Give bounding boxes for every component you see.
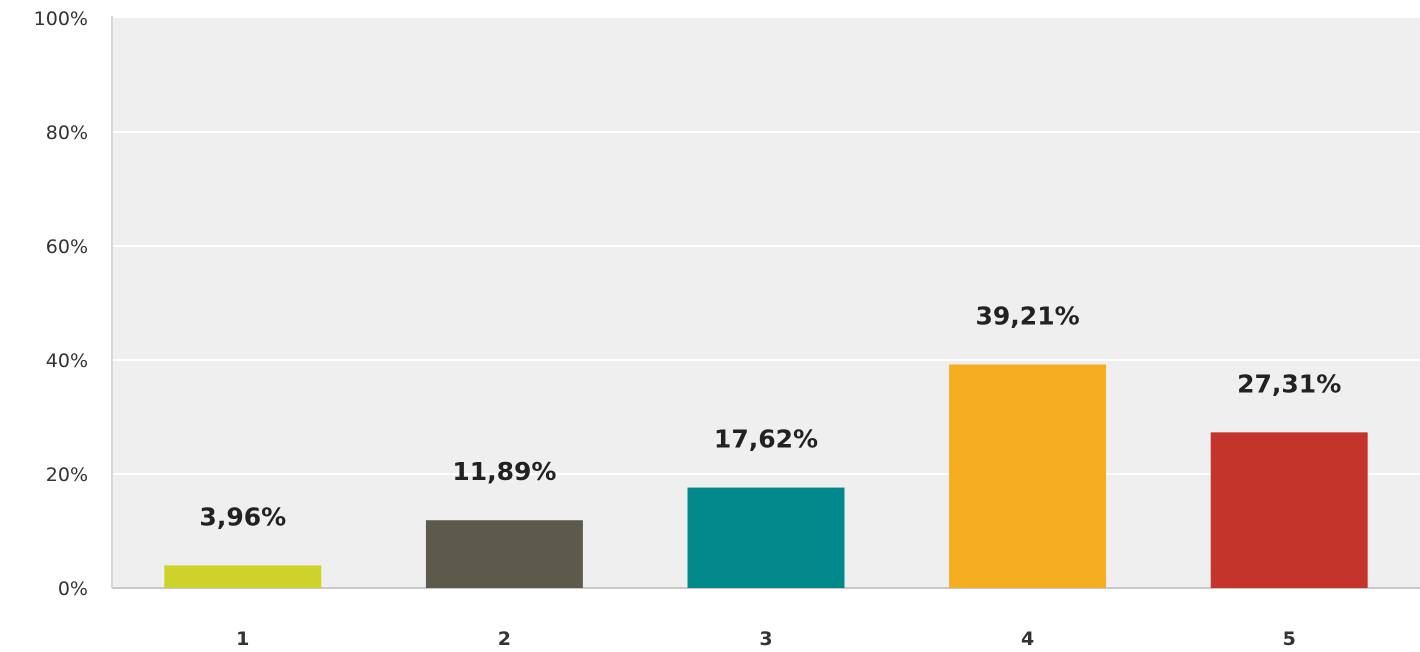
x-tick-label: 2: [498, 628, 511, 650]
bar: [949, 364, 1107, 588]
data-label: 3,96%: [199, 502, 286, 531]
bar: [425, 520, 583, 588]
bar: [164, 565, 322, 588]
data-label: 17,62%: [714, 425, 818, 454]
x-tick-label: 1: [236, 628, 249, 650]
bar: [687, 487, 845, 588]
y-tick-label: 60%: [46, 236, 88, 258]
bars: [164, 364, 1368, 588]
y-tick-label: 40%: [46, 350, 88, 372]
x-tick-label: 3: [759, 628, 772, 650]
y-tick-label: 0%: [58, 578, 88, 600]
y-axis-ticks: 0% 20% 40% 60% 80% 100%: [34, 8, 88, 600]
y-tick-label: 80%: [46, 122, 88, 144]
y-tick-label: 100%: [34, 8, 88, 30]
data-label: 27,31%: [1237, 369, 1341, 398]
data-label: 11,89%: [452, 457, 556, 486]
y-tick-label: 20%: [46, 464, 88, 486]
x-tick-label: 5: [1283, 628, 1296, 650]
bar: [1210, 432, 1368, 588]
x-axis-ticks: 1 2 3 4 5: [236, 628, 1296, 650]
data-label: 39,21%: [976, 302, 1080, 331]
x-tick-label: 4: [1021, 628, 1034, 650]
data-labels: 3,96% 11,89% 17,62% 39,21% 27,31%: [199, 302, 1341, 532]
gridlines: [112, 131, 1420, 475]
